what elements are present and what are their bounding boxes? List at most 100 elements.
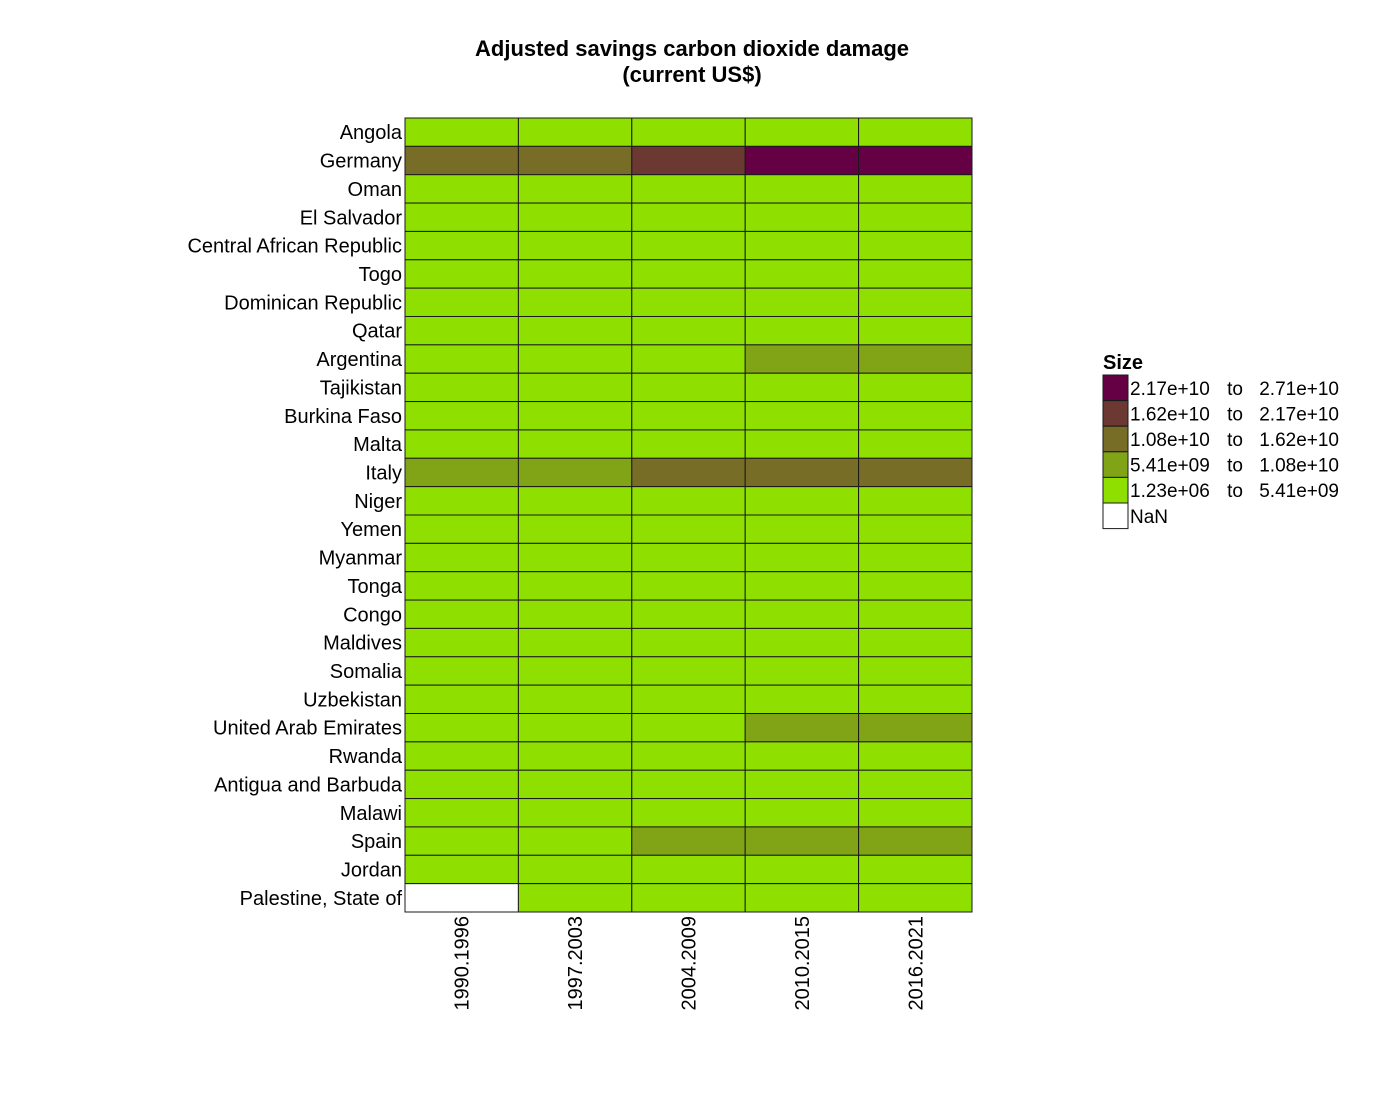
heatmap-cell (631, 741, 746, 771)
row-label: Argentina (316, 349, 402, 371)
heatmap-cell (744, 627, 860, 658)
heatmap-cell (517, 854, 633, 885)
heatmap-cell (517, 174, 633, 204)
heatmap-cell (631, 145, 746, 176)
row-label: Oman (348, 179, 402, 201)
heatmap-cell (517, 457, 633, 488)
heatmap-cell (858, 514, 973, 544)
heatmap-cell (744, 486, 860, 516)
heatmap-cell (631, 854, 746, 885)
row-label: Burkina Faso (284, 406, 402, 428)
heatmap-cell (744, 684, 860, 715)
heatmap-cell (631, 372, 746, 403)
legend-from: 1.62e+10 (1130, 404, 1210, 425)
heatmap-cell (404, 798, 519, 828)
heatmap-cell (631, 174, 746, 204)
heatmap-cell (858, 713, 973, 743)
heatmap-cell (858, 145, 973, 176)
heatmap-cell (631, 230, 746, 261)
heatmap-cell (404, 514, 519, 544)
heatmap-cell (517, 741, 633, 771)
heatmap-cell (404, 344, 519, 374)
heatmap-cell (517, 542, 633, 573)
heatmap-cell (404, 401, 519, 431)
column-label: 1990.1996 (452, 916, 474, 1011)
column-label: 1997.2003 (565, 916, 587, 1011)
heatmap-cell (744, 202, 860, 232)
row-label: Maldives (323, 633, 402, 655)
heatmap-cell (858, 344, 973, 374)
row-label: El Salvador (300, 207, 403, 229)
heatmap-cell (744, 599, 860, 629)
legend-connector: to (1227, 379, 1243, 400)
heatmap-cell (517, 571, 633, 601)
heatmap-cell (404, 230, 519, 261)
heatmap-cell (858, 883, 973, 913)
heatmap-cell (631, 117, 746, 147)
row-label: Central African Republic (187, 236, 402, 258)
legend-to: 1.62e+10 (1259, 430, 1339, 451)
heatmap-cell (404, 145, 519, 176)
heatmap-cell (517, 798, 633, 828)
heatmap-cell (517, 230, 633, 261)
heatmap-cell (858, 826, 973, 856)
heatmap-cell (858, 174, 973, 204)
heatmap-cell (631, 599, 746, 629)
heatmap-cell (858, 571, 973, 601)
heatmap-cell (744, 826, 860, 856)
heatmap-cell (517, 769, 633, 800)
heatmap-cell (858, 741, 973, 771)
heatmap-cell (858, 627, 973, 658)
legend-to: 1.08e+10 (1259, 456, 1339, 477)
heatmap-cell (858, 316, 973, 346)
heatmap-cell (631, 344, 746, 374)
heatmap-cell (517, 287, 633, 317)
heatmap-cell (744, 344, 860, 374)
heatmap-cell (631, 826, 746, 856)
heatmap-cell (858, 854, 973, 885)
heatmap-cell (517, 627, 633, 658)
heatmap-cell (858, 486, 973, 516)
heatmap-cell (744, 769, 860, 800)
heatmap-cell (858, 287, 973, 317)
heatmap-cell (404, 372, 519, 403)
row-label: Germany (320, 151, 402, 173)
heatmap-cell (517, 883, 633, 913)
heatmap-cell (631, 457, 746, 488)
legend: Size 2.17e+10 to 2.71e+10 1.62e+10 to 2.17e+10… (1102, 352, 1339, 530)
heatmap-cell (858, 542, 973, 573)
heatmap-cell (404, 713, 519, 743)
heatmap-cell (404, 883, 519, 913)
row-label: Congo (343, 604, 402, 626)
heatmap-cell (858, 202, 973, 232)
legend-connector: to (1227, 481, 1243, 502)
heatmap-cell (404, 429, 519, 459)
heatmap-cell (744, 741, 860, 771)
row-label: Somalia (330, 661, 403, 683)
heatmap-cell (404, 599, 519, 629)
heatmap-cell (744, 372, 860, 403)
heatmap-cell (858, 769, 973, 800)
heatmap-cell (404, 457, 519, 488)
heatmap-cell (404, 769, 519, 800)
row-label: Qatar (352, 321, 402, 343)
heatmap-cell (744, 117, 860, 147)
heatmap-cell (744, 571, 860, 601)
legend-from: 1.23e+06 (1130, 481, 1210, 502)
heatmap-cell (744, 401, 860, 431)
row-label: United Arab Emirates (213, 718, 402, 740)
legend-connector: to (1227, 404, 1243, 425)
heatmap-cell (744, 145, 860, 176)
heatmap-cell (744, 429, 860, 459)
heatmap-cell (517, 145, 633, 176)
legend-swatch-nan (1102, 502, 1129, 530)
heatmap-cell (744, 316, 860, 346)
heatmap-cell (404, 656, 519, 686)
row-label: Jordan (341, 859, 402, 881)
heatmap-cell (858, 230, 973, 261)
heatmap-cell (858, 684, 973, 715)
row-label: Uzbekistan (303, 689, 402, 711)
legend-from: 5.41e+09 (1130, 456, 1210, 477)
legend-connector: to (1227, 430, 1243, 451)
column-labels: 1990.1996 1997.2003 2004.2009 2010.2015 2016… (452, 916, 928, 1011)
